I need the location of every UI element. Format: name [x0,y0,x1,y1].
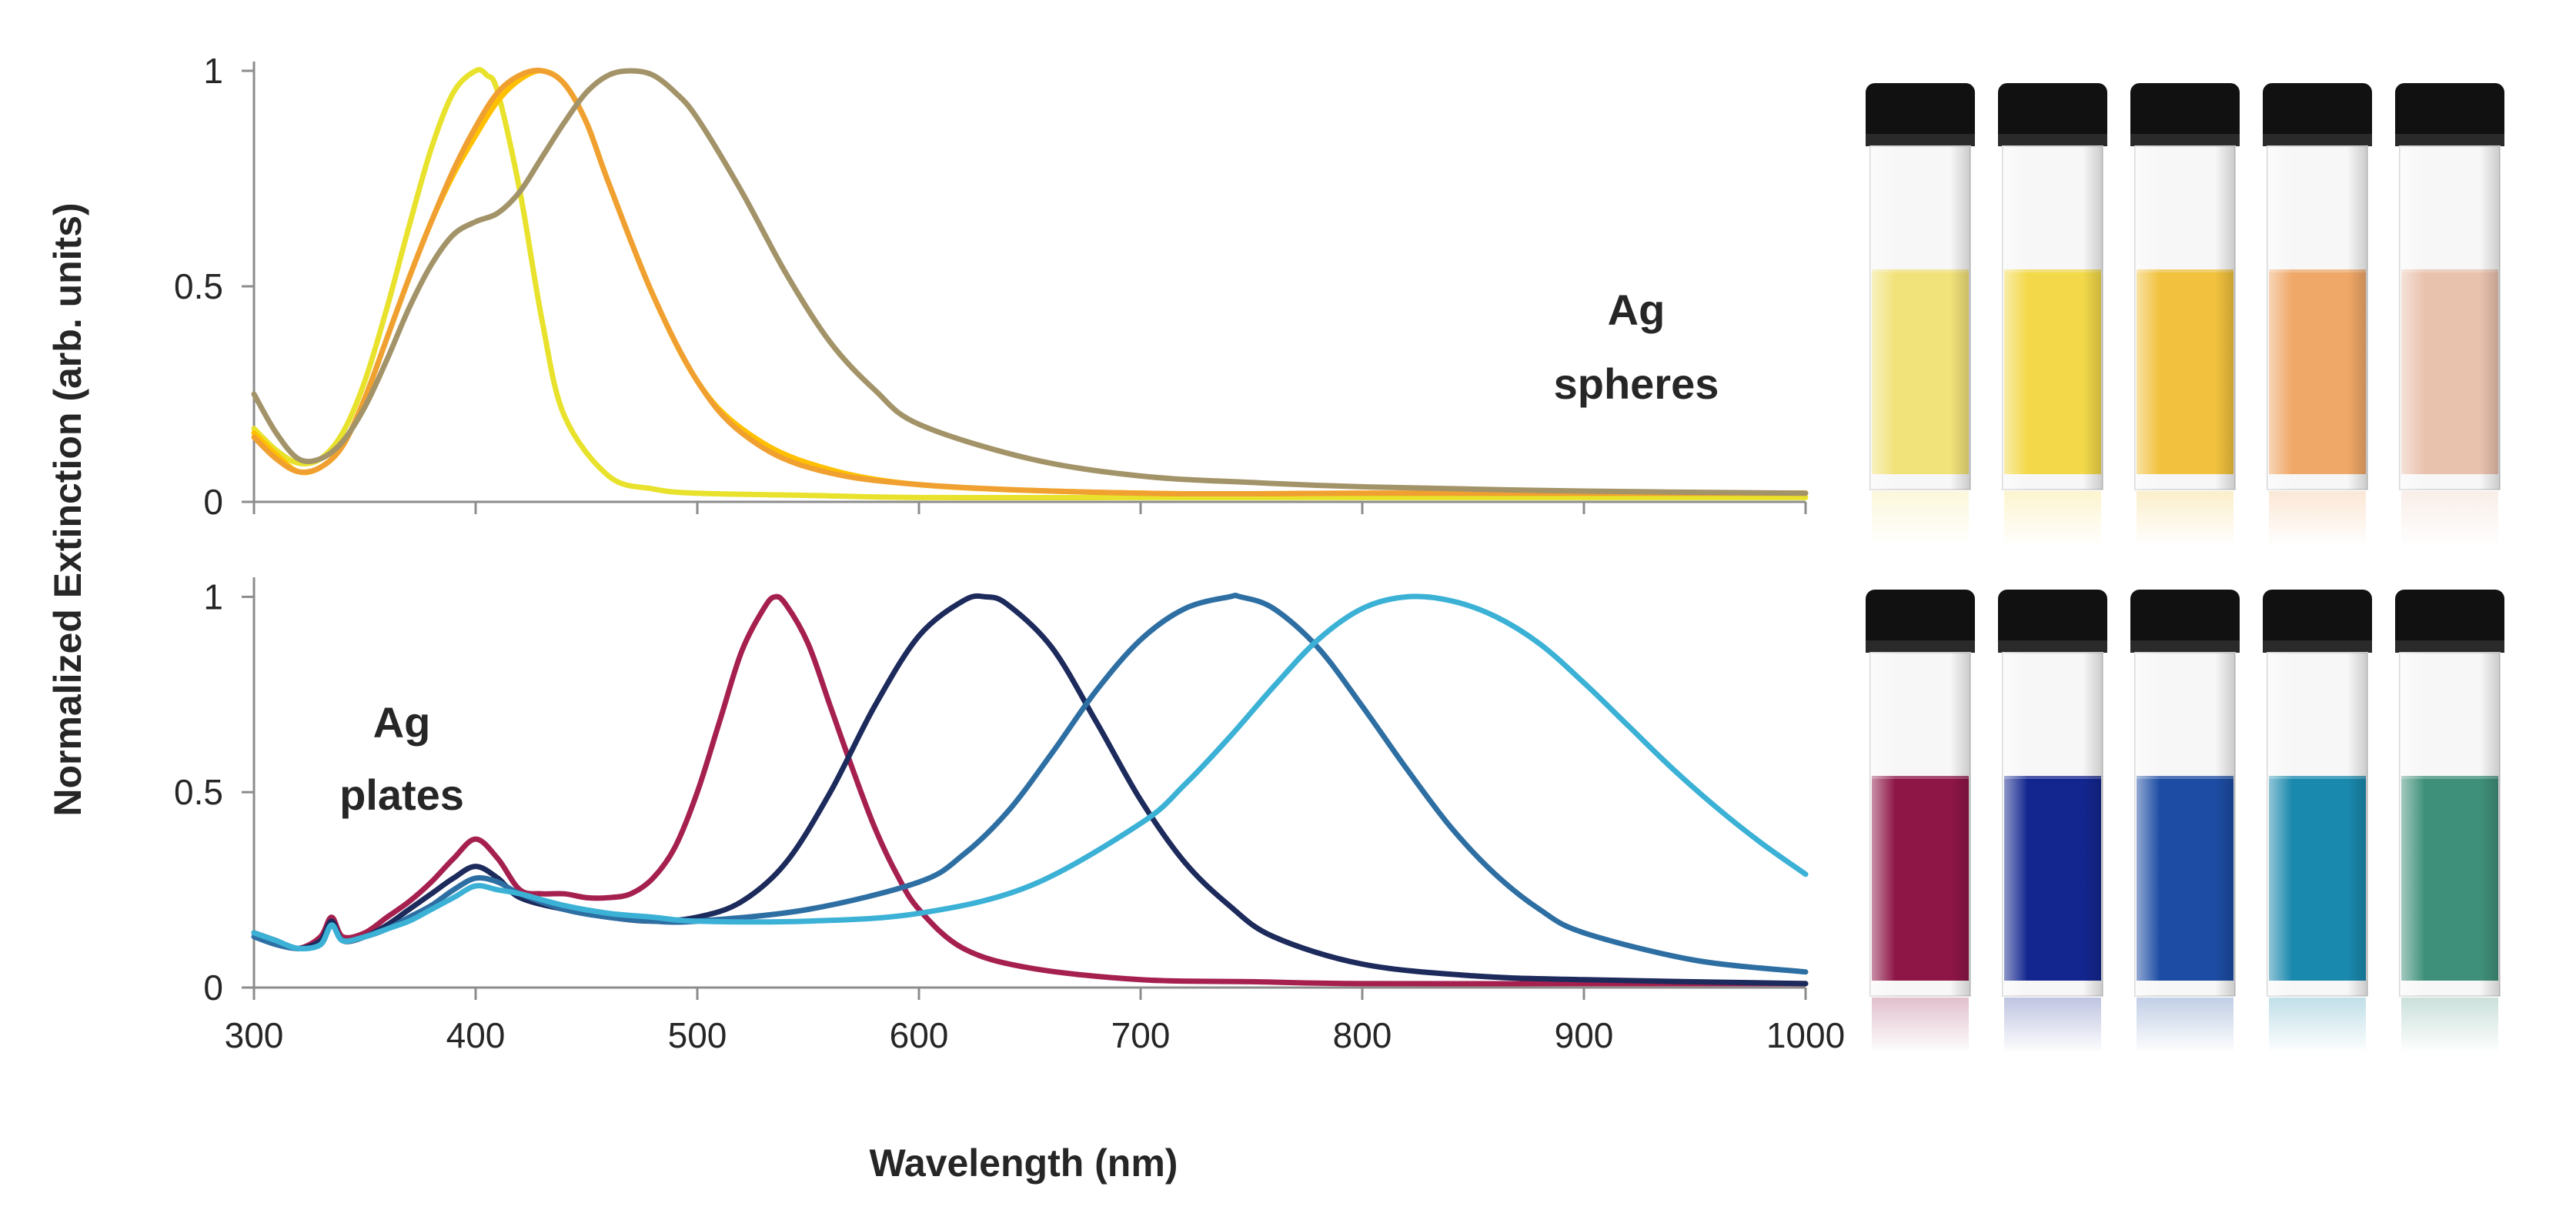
plate-vial-cap-5 [2395,590,2504,653]
sphere-vial-cap-rim-1 [1866,134,1975,146]
plates-series [251,592,1809,987]
sphere-vial-cap-rim-5 [2395,134,2504,146]
spheres-annotation-line2: spheres [1554,359,1719,408]
series-sphere-2 [251,68,1809,497]
plate-vial-sheen-4 [2267,653,2367,996]
plate-vial-cap-3 [2130,590,2240,653]
sphere-vial-cap-3 [2130,83,2240,146]
sphere-vial-4 [2263,83,2372,546]
plate-vial-sheen-2 [2003,653,2103,996]
sphere-vial-2 [1998,83,2107,546]
sphere-vial-3 [2130,83,2240,546]
plate-vial-3 [2130,590,2240,1053]
spheres-axes: 00.51 [174,51,1807,522]
y-axis-title: Normalized Extinction (arb. units) [46,202,89,816]
plates-x-ticks [252,988,1807,1000]
plate-vial-reflection-fade-5 [2400,996,2500,1053]
sphere-vial-sheen-3 [2135,146,2235,490]
sphere-vial-cap-4 [2263,83,2372,146]
sphere-vial-sheen-5 [2400,146,2500,490]
sphere-vial-cap-rim-4 [2263,134,2372,146]
sphere-vial-reflection-fade-3 [2135,490,2235,546]
x-tick-label-900: 900 [1555,1015,1614,1055]
plate-vial-cap-1 [1866,590,1975,653]
plates-y-ticks: 00.51 [174,577,254,1008]
plate-vial-5 [2395,590,2504,1053]
sphere-vial-reflection-fade-2 [2003,490,2103,546]
plate-vial-cap-rim-1 [1866,640,1975,653]
plates-y-tick-label-0: 0 [203,968,223,1008]
series-sphere-1 [251,67,1809,501]
spheres-chart: 00.51 Ag spheres [174,51,1809,522]
sphere-vial-sheen-2 [2003,146,2103,490]
x-tick-label-400: 400 [446,1015,506,1055]
sphere-vial-sheen-1 [1870,146,1970,490]
spheres-series [251,67,1809,501]
sphere-vial-cap-1 [1866,83,1975,146]
x-axis-title: Wavelength (nm) [870,1141,1178,1185]
plate-vials [1866,590,2504,1053]
series-sphere-4 [251,68,1809,496]
sphere-vial-cap-rim-3 [2130,134,2240,146]
plate-vial-cap-rim-5 [2395,640,2504,653]
spheres-y-tick-label-0: 0 [203,482,223,522]
plates-y-tick-label-2: 1 [203,577,223,617]
x-tick-label-600: 600 [890,1015,949,1055]
plate-vial-4 [2263,590,2372,1053]
sphere-vial-cap-2 [1998,83,2107,146]
plates-annotation-line1: Ag [373,698,431,747]
x-tick-label-300: 300 [225,1015,284,1055]
sphere-vial-reflection-fade-4 [2267,490,2367,546]
plate-vial-1 [1866,590,1975,1053]
sphere-vial-1 [1866,83,1975,546]
x-tick-label-800: 800 [1333,1015,1392,1055]
plate-vial-sheen-1 [1870,653,1970,996]
x-tick-label-1000: 1000 [1766,1015,1845,1055]
series-plate-2 [251,593,1809,987]
plate-vial-reflection-fade-4 [2267,996,2367,1053]
sphere-vial-cap-5 [2395,83,2504,146]
plate-vial-cap-rim-3 [2130,640,2240,653]
spheres-y-tick-label-1: 0.5 [174,266,223,306]
plate-vial-cap-4 [2263,590,2372,653]
series-plate-3 [251,592,1809,975]
series-plate-1 [251,593,1809,987]
sphere-vial-reflection-fade-5 [2400,490,2500,546]
spheres-y-ticks: 00.51 [174,51,254,522]
plates-axes: 00.51 300 400 500 600 700 800 900 1000 [174,577,1845,1055]
plate-vial-cap-rim-4 [2263,640,2372,653]
spheres-y-tick-label-2: 1 [203,51,223,91]
plates-annotation-line2: plates [339,770,464,819]
plates-x-tick-labels: 300 400 500 600 700 800 900 1000 [225,1015,1846,1055]
sphere-vial-sheen-4 [2267,146,2367,490]
plate-vial-reflection-fade-2 [2003,996,2103,1053]
series-plate-4 [251,593,1809,952]
plate-vial-sheen-5 [2400,653,2500,996]
sphere-vials [1866,83,2504,546]
spheres-x-ticks [252,502,1807,514]
plates-y-tick-label-1: 0.5 [174,772,223,812]
plate-vial-reflection-fade-1 [1870,996,1970,1053]
x-tick-label-500: 500 [668,1015,727,1055]
plate-vial-2 [1998,590,2107,1053]
sphere-vial-reflection-fade-1 [1870,490,1970,546]
series-sphere-3 [251,67,1809,497]
plate-vial-reflection-fade-3 [2135,996,2235,1053]
sphere-vial-5 [2395,83,2504,546]
x-tick-label-700: 700 [1111,1015,1171,1055]
spheres-annotation-line1: Ag [1608,286,1666,334]
plate-vial-sheen-3 [2135,653,2235,996]
plates-chart: 00.51 300 400 500 600 700 800 900 1000 Ag plate… [174,577,1845,1055]
sphere-vial-cap-rim-2 [1998,134,2107,146]
plate-vial-cap-2 [1998,590,2107,653]
plate-vial-cap-rim-2 [1998,640,2107,653]
